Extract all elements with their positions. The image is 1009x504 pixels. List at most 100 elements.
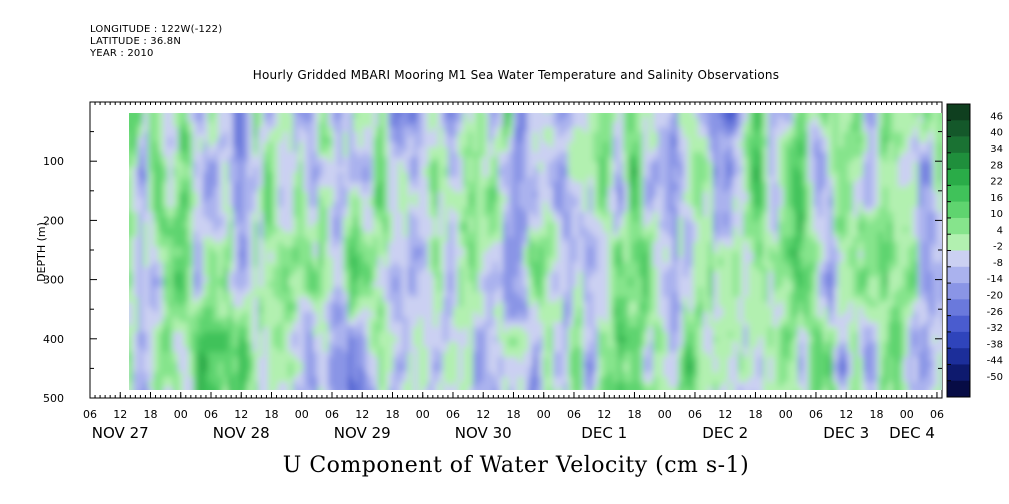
heatmap-cell xyxy=(168,262,174,268)
heatmap-cell xyxy=(143,377,149,383)
heatmap-cell xyxy=(253,312,259,318)
heatmap-cell xyxy=(283,367,289,373)
heatmap-cell xyxy=(418,227,424,233)
heatmap-cell xyxy=(323,147,329,153)
heatmap-cell xyxy=(368,132,374,138)
heatmap-cell xyxy=(523,217,529,223)
heatmap-cell xyxy=(273,302,279,308)
heatmap-cell xyxy=(253,387,259,390)
heatmap-cell xyxy=(138,267,144,273)
heatmap-cell xyxy=(283,262,289,268)
heatmap-cell xyxy=(338,172,344,178)
heatmap-cell xyxy=(388,242,394,248)
heatmap-cell xyxy=(388,232,394,238)
heatmap-cell xyxy=(488,262,494,268)
heatmap-cell xyxy=(203,362,209,368)
heatmap-cell xyxy=(223,157,229,163)
heatmap-cell xyxy=(408,287,414,293)
heatmap-cell xyxy=(423,237,429,243)
heatmap-cell xyxy=(518,172,524,178)
heatmap-cell xyxy=(533,342,539,348)
heatmap-cell xyxy=(138,113,144,118)
heatmap-cell xyxy=(283,147,289,153)
heatmap-cell xyxy=(328,157,334,163)
heatmap-cell xyxy=(193,162,199,168)
heatmap-cell xyxy=(413,312,419,318)
heatmap-cell xyxy=(383,182,389,188)
heatmap-cell xyxy=(148,362,154,368)
heatmap-cell xyxy=(323,377,329,383)
heatmap-cell xyxy=(308,327,314,333)
heatmap-cell xyxy=(513,322,519,328)
heatmap-cell xyxy=(243,297,249,303)
heatmap-cell xyxy=(503,302,509,308)
heatmap-cell xyxy=(218,202,224,208)
heatmap-cell xyxy=(378,202,384,208)
heatmap-cell xyxy=(203,197,209,203)
heatmap-cell xyxy=(138,367,144,373)
heatmap-cell xyxy=(178,337,184,343)
heatmap-cell xyxy=(168,137,174,143)
heatmap-cell xyxy=(463,282,469,288)
heatmap-cell xyxy=(383,152,389,158)
heatmap-cell xyxy=(353,157,359,163)
heatmap-cell xyxy=(468,207,474,213)
heatmap-cell xyxy=(218,157,224,163)
heatmap-cell xyxy=(473,312,479,318)
heatmap-cell xyxy=(129,297,134,303)
heatmap-cell xyxy=(218,357,224,363)
heatmap-cell xyxy=(233,207,239,213)
heatmap-cell xyxy=(178,262,184,268)
heatmap-cell xyxy=(263,137,269,143)
heatmap-cell xyxy=(218,342,224,348)
heatmap-cell xyxy=(238,247,244,253)
heatmap-cell xyxy=(158,117,164,123)
heatmap-cell xyxy=(333,377,339,383)
heatmap-cell xyxy=(443,192,449,198)
heatmap-cell xyxy=(238,232,244,238)
heatmap-cell xyxy=(478,137,484,143)
heatmap-cell xyxy=(468,162,474,168)
heatmap-cell xyxy=(548,227,554,233)
heatmap-cell xyxy=(423,327,429,333)
heatmap-cell xyxy=(428,387,434,390)
heatmap-cell xyxy=(538,332,544,338)
heatmap-cell xyxy=(453,252,459,258)
heatmap-cell xyxy=(523,232,529,238)
heatmap-cell xyxy=(218,152,224,158)
heatmap-cell xyxy=(533,347,539,353)
heatmap-cell xyxy=(203,207,209,213)
heatmap-cell xyxy=(518,307,524,313)
heatmap-cell xyxy=(203,162,209,168)
heatmap-cell xyxy=(373,227,379,233)
heatmap-cell xyxy=(488,337,494,343)
heatmap-cell xyxy=(323,142,329,148)
heatmap-cell xyxy=(538,292,544,298)
heatmap-cell xyxy=(438,292,444,298)
heatmap-cell xyxy=(188,247,194,253)
heatmap-cell xyxy=(188,332,194,338)
heatmap-cell xyxy=(278,297,284,303)
heatmap-cell xyxy=(323,327,329,333)
heatmap-cell xyxy=(218,317,224,323)
heatmap-cell xyxy=(498,232,504,238)
heatmap-cell xyxy=(373,157,379,163)
heatmap-cell xyxy=(528,222,534,228)
heatmap-cell xyxy=(153,117,159,123)
heatmap-cell xyxy=(188,147,194,153)
heatmap-cell xyxy=(433,177,439,183)
heatmap-cell xyxy=(288,387,294,390)
heatmap-cell xyxy=(418,347,424,353)
heatmap-cell xyxy=(163,137,169,143)
heatmap-cell xyxy=(388,177,394,183)
heatmap-cell xyxy=(443,113,449,118)
heatmap-cell xyxy=(203,272,209,278)
heatmap-cell xyxy=(138,172,144,178)
heatmap-cell xyxy=(453,113,459,118)
heatmap-cell xyxy=(138,312,144,318)
heatmap-cell xyxy=(198,113,204,118)
heatmap-cell xyxy=(298,157,304,163)
heatmap-cell xyxy=(448,297,454,303)
heatmap-cell xyxy=(288,217,294,223)
heatmap-cell xyxy=(303,217,309,223)
